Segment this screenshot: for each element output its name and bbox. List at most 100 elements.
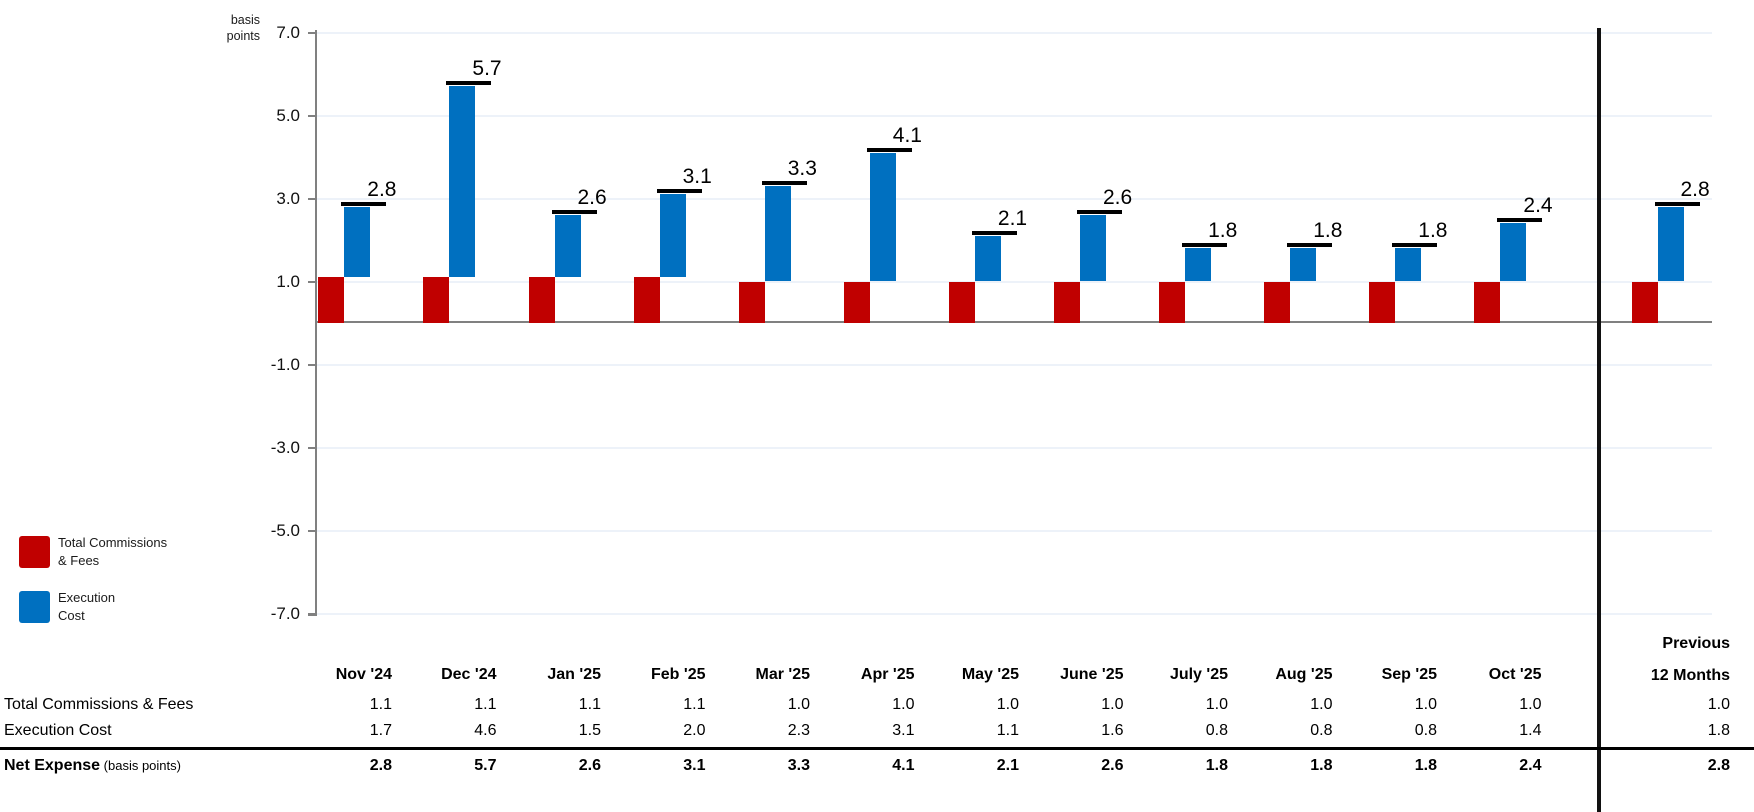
net-expense-marker (446, 81, 492, 86)
table-cell: 1.1 (474, 696, 497, 713)
y-axis-unit-label: basis points (226, 13, 260, 43)
net-expense-marker (1077, 210, 1122, 215)
net-expense-value-label: 1.8 (1313, 219, 1343, 243)
net-expense-marker (866, 147, 912, 152)
y-axis-tick (308, 612, 316, 615)
table-cell: 1.8 (1414, 757, 1437, 774)
net-expense-value-label: 3.3 (787, 157, 817, 181)
table-cell: 1.0 (892, 696, 915, 713)
net-expense-value-label: 1.8 (1208, 219, 1238, 243)
table-row-label: Net Expense (basis points) (4, 757, 181, 774)
bar-total-commissions-fees (1159, 281, 1186, 323)
y-axis-tick (308, 446, 316, 449)
y-axis-tick (308, 280, 316, 283)
bar-total-commissions-fees (318, 277, 345, 323)
table-cell-previous: 2.8 (1707, 757, 1730, 774)
y-axis-tick (308, 31, 316, 34)
table-header-month: Sep '25 (1381, 666, 1437, 683)
net-expense-value-label: 2.8 (1680, 177, 1710, 201)
gridline-3.0 (317, 197, 1712, 200)
chart-legend: Total Commissions & Fees Execution Cost (0, 0, 300, 812)
table-header-month: Mar '25 (755, 666, 811, 683)
bar-total-commissions-fees (843, 281, 870, 323)
y-axis-tick-label: -5.0 (270, 520, 300, 540)
net-expense-marker (1497, 218, 1543, 223)
table-cell: 1.0 (1205, 696, 1228, 713)
bar-total-commissions-fees (948, 281, 975, 323)
bar-execution-cost (1657, 206, 1684, 282)
bar-execution-cost (1080, 215, 1106, 282)
bar-execution-cost (554, 215, 581, 278)
table-cell: 0.8 (1205, 722, 1228, 739)
table-header-month: May '25 (961, 666, 1019, 683)
net-expense-value-label: 2.6 (1103, 186, 1133, 210)
table-header-previous: 12 Months (1650, 667, 1730, 684)
y-axis-tick-label: 3.0 (276, 188, 300, 208)
table-cell: 4.6 (474, 722, 497, 739)
y-axis-tick (308, 614, 316, 616)
gridline-5.0 (317, 114, 1712, 117)
net-expense-marker (341, 201, 387, 206)
y-axis-tick-label: 1.0 (276, 271, 300, 291)
table-cell: 0.8 (1414, 722, 1437, 739)
gridline--5.0 (317, 529, 1712, 532)
bar-total-commissions-fees (423, 277, 450, 323)
table-cell: 3.1 (892, 722, 915, 739)
table-cell: 5.7 (474, 757, 497, 774)
bar-execution-cost (974, 235, 1001, 282)
net-expense-marker (656, 189, 702, 194)
legend-label-execution-cost: Execution Cost (58, 590, 116, 623)
table-cell: 1.7 (369, 722, 392, 739)
table-header-month: July '25 (1169, 666, 1228, 683)
net-expense-marker (1287, 243, 1333, 248)
x-axis-zero-line (317, 321, 1712, 323)
bar-total-commissions-fees (1631, 281, 1658, 323)
table-cell: 2.4 (1519, 757, 1542, 774)
bar-execution-cost (764, 186, 791, 282)
bar-total-commissions-fees (1054, 281, 1080, 323)
y-axis-line (315, 30, 317, 616)
bar-total-commissions-fees (738, 281, 765, 323)
bar-total-commissions-fees (633, 277, 660, 323)
table-header-month: Dec '24 (441, 666, 497, 683)
table-cell: 1.8 (1205, 757, 1228, 774)
legend-swatch-total-commissions-fees (19, 536, 50, 568)
bar-execution-cost (1500, 223, 1527, 282)
table-cell: 2.0 (683, 722, 706, 739)
table-cell: 2.6 (578, 757, 601, 774)
bar-execution-cost (1290, 248, 1317, 282)
net-expense-marker (1654, 201, 1700, 206)
y-axis-tick-label: -1.0 (270, 354, 300, 374)
table-cell: 2.8 (369, 757, 392, 774)
table-cell: 1.0 (1519, 696, 1542, 713)
y-axis-tick (308, 114, 316, 117)
net-expense-marker (1392, 243, 1438, 248)
table-cell: 0.8 (1310, 722, 1333, 739)
bar-total-commissions-fees (528, 277, 555, 323)
table-row-label: Total Commissions & Fees (4, 696, 194, 713)
table-row-label: Execution Cost (4, 722, 112, 739)
table-cell: 1.0 (1414, 696, 1437, 713)
bar-execution-cost (449, 86, 476, 278)
bar-total-commissions-fees (1474, 281, 1501, 323)
table-cell: 3.3 (787, 757, 810, 774)
bar-total-commissions-fees (1369, 281, 1396, 323)
table-header-previous: Previous (1662, 635, 1730, 652)
bar-execution-cost (869, 152, 896, 282)
table-cell: 1.1 (369, 696, 392, 713)
table-cell: 1.1 (683, 696, 706, 713)
table-cell: 1.1 (996, 722, 1019, 739)
table-header-month: Nov '24 (335, 666, 392, 683)
table-cell-previous: 1.8 (1707, 722, 1730, 739)
net-expense-value-label: 5.7 (472, 57, 502, 81)
net-expense-marker (761, 181, 807, 186)
table-cell: 2.1 (996, 757, 1019, 774)
table-cell: 1.0 (996, 696, 1019, 713)
table-header-month: Oct '25 (1488, 666, 1542, 683)
net-expense-value-label: 2.6 (577, 186, 607, 210)
y-axis-tick-label: -7.0 (270, 603, 300, 623)
table-cell: 1.8 (1310, 757, 1333, 774)
gridline--7.0 (317, 612, 1712, 615)
